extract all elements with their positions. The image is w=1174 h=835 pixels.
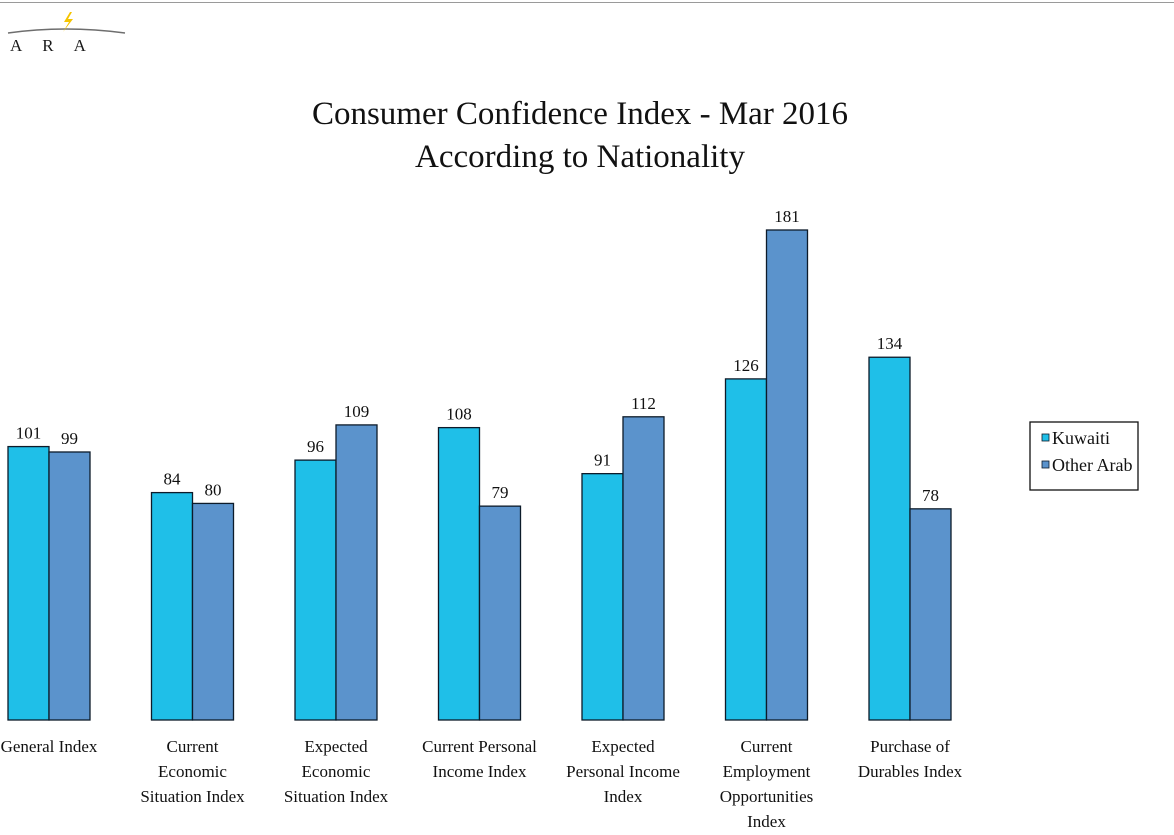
data-label: 84 (164, 470, 182, 489)
bar-kuwaiti-6 (868, 356, 911, 721)
category-label: Current Personal (422, 737, 537, 756)
bar-other-arab-5 (765, 229, 809, 721)
bar-other-arab-2 (335, 424, 378, 721)
data-label: 79 (492, 483, 509, 502)
bar-other-arab-0 (48, 451, 91, 721)
category-label: Durables Index (858, 762, 963, 781)
plot-area: 101 99 General Index 84 80 Current Economic Sit… (1, 207, 963, 831)
category-label: Expected (591, 737, 655, 756)
bar-other-arab-4 (622, 416, 665, 721)
data-label: 134 (877, 334, 903, 353)
data-label: 91 (594, 451, 611, 470)
legend-entry: Other Arab (1052, 455, 1132, 475)
chart-title: Consumer Confidence Index - Mar 2016 (312, 96, 848, 132)
data-label: 109 (344, 402, 370, 421)
bar-kuwaiti-3 (437, 426, 481, 721)
ara-logo: ARA (0, 0, 150, 60)
bar-other-arab-1 (191, 502, 235, 721)
category-label: Index (604, 787, 643, 806)
category-label: Personal Income (566, 762, 680, 781)
category-label: Current (741, 737, 793, 756)
data-label: 101 (16, 424, 42, 443)
top-rule (0, 2, 1174, 3)
category-label: Economic (302, 762, 371, 781)
logo-swoosh (7, 28, 126, 34)
category-label: Purchase of (870, 737, 950, 756)
category-label: Economic (158, 762, 227, 781)
category-label: Situation Index (284, 787, 389, 806)
data-label: 78 (922, 486, 939, 505)
bar-kuwaiti-2 (294, 459, 337, 721)
bar-kuwaiti-1 (150, 491, 194, 721)
logo-text: ARA (10, 36, 106, 55)
data-label: 99 (61, 429, 78, 448)
data-label: 96 (307, 437, 324, 456)
category-label: Opportunities (720, 787, 814, 806)
category-label: Current (167, 737, 219, 756)
logo-graphic (7, 12, 126, 34)
category-label: Income Index (433, 762, 527, 781)
category-label: Expected (304, 737, 368, 756)
bar-kuwaiti-4 (581, 472, 624, 721)
chart-subtitle: According to Nationality (415, 139, 745, 175)
bar-kuwaiti-5 (724, 378, 768, 721)
data-label: 181 (774, 207, 800, 226)
chart-legend: Kuwaiti Other Arab (1029, 421, 1139, 491)
bar-kuwaiti-0 (7, 445, 50, 721)
lightning-icon (63, 12, 73, 32)
legend-swatch (1041, 460, 1050, 469)
category-label: Situation Index (140, 787, 245, 806)
bar-other-arab-6 (909, 508, 952, 721)
data-label: 112 (631, 394, 656, 413)
bar-other-arab-3 (478, 505, 522, 721)
legend-entry: Kuwaiti (1052, 428, 1110, 448)
category-label: General Index (1, 737, 98, 756)
category-label: Index (747, 812, 786, 831)
data-label: 80 (205, 480, 222, 499)
legend-swatch (1041, 433, 1050, 442)
legend-box (1029, 421, 1139, 491)
data-label: 108 (446, 405, 472, 424)
category-label: Employment (723, 762, 811, 781)
data-label: 126 (733, 356, 759, 375)
